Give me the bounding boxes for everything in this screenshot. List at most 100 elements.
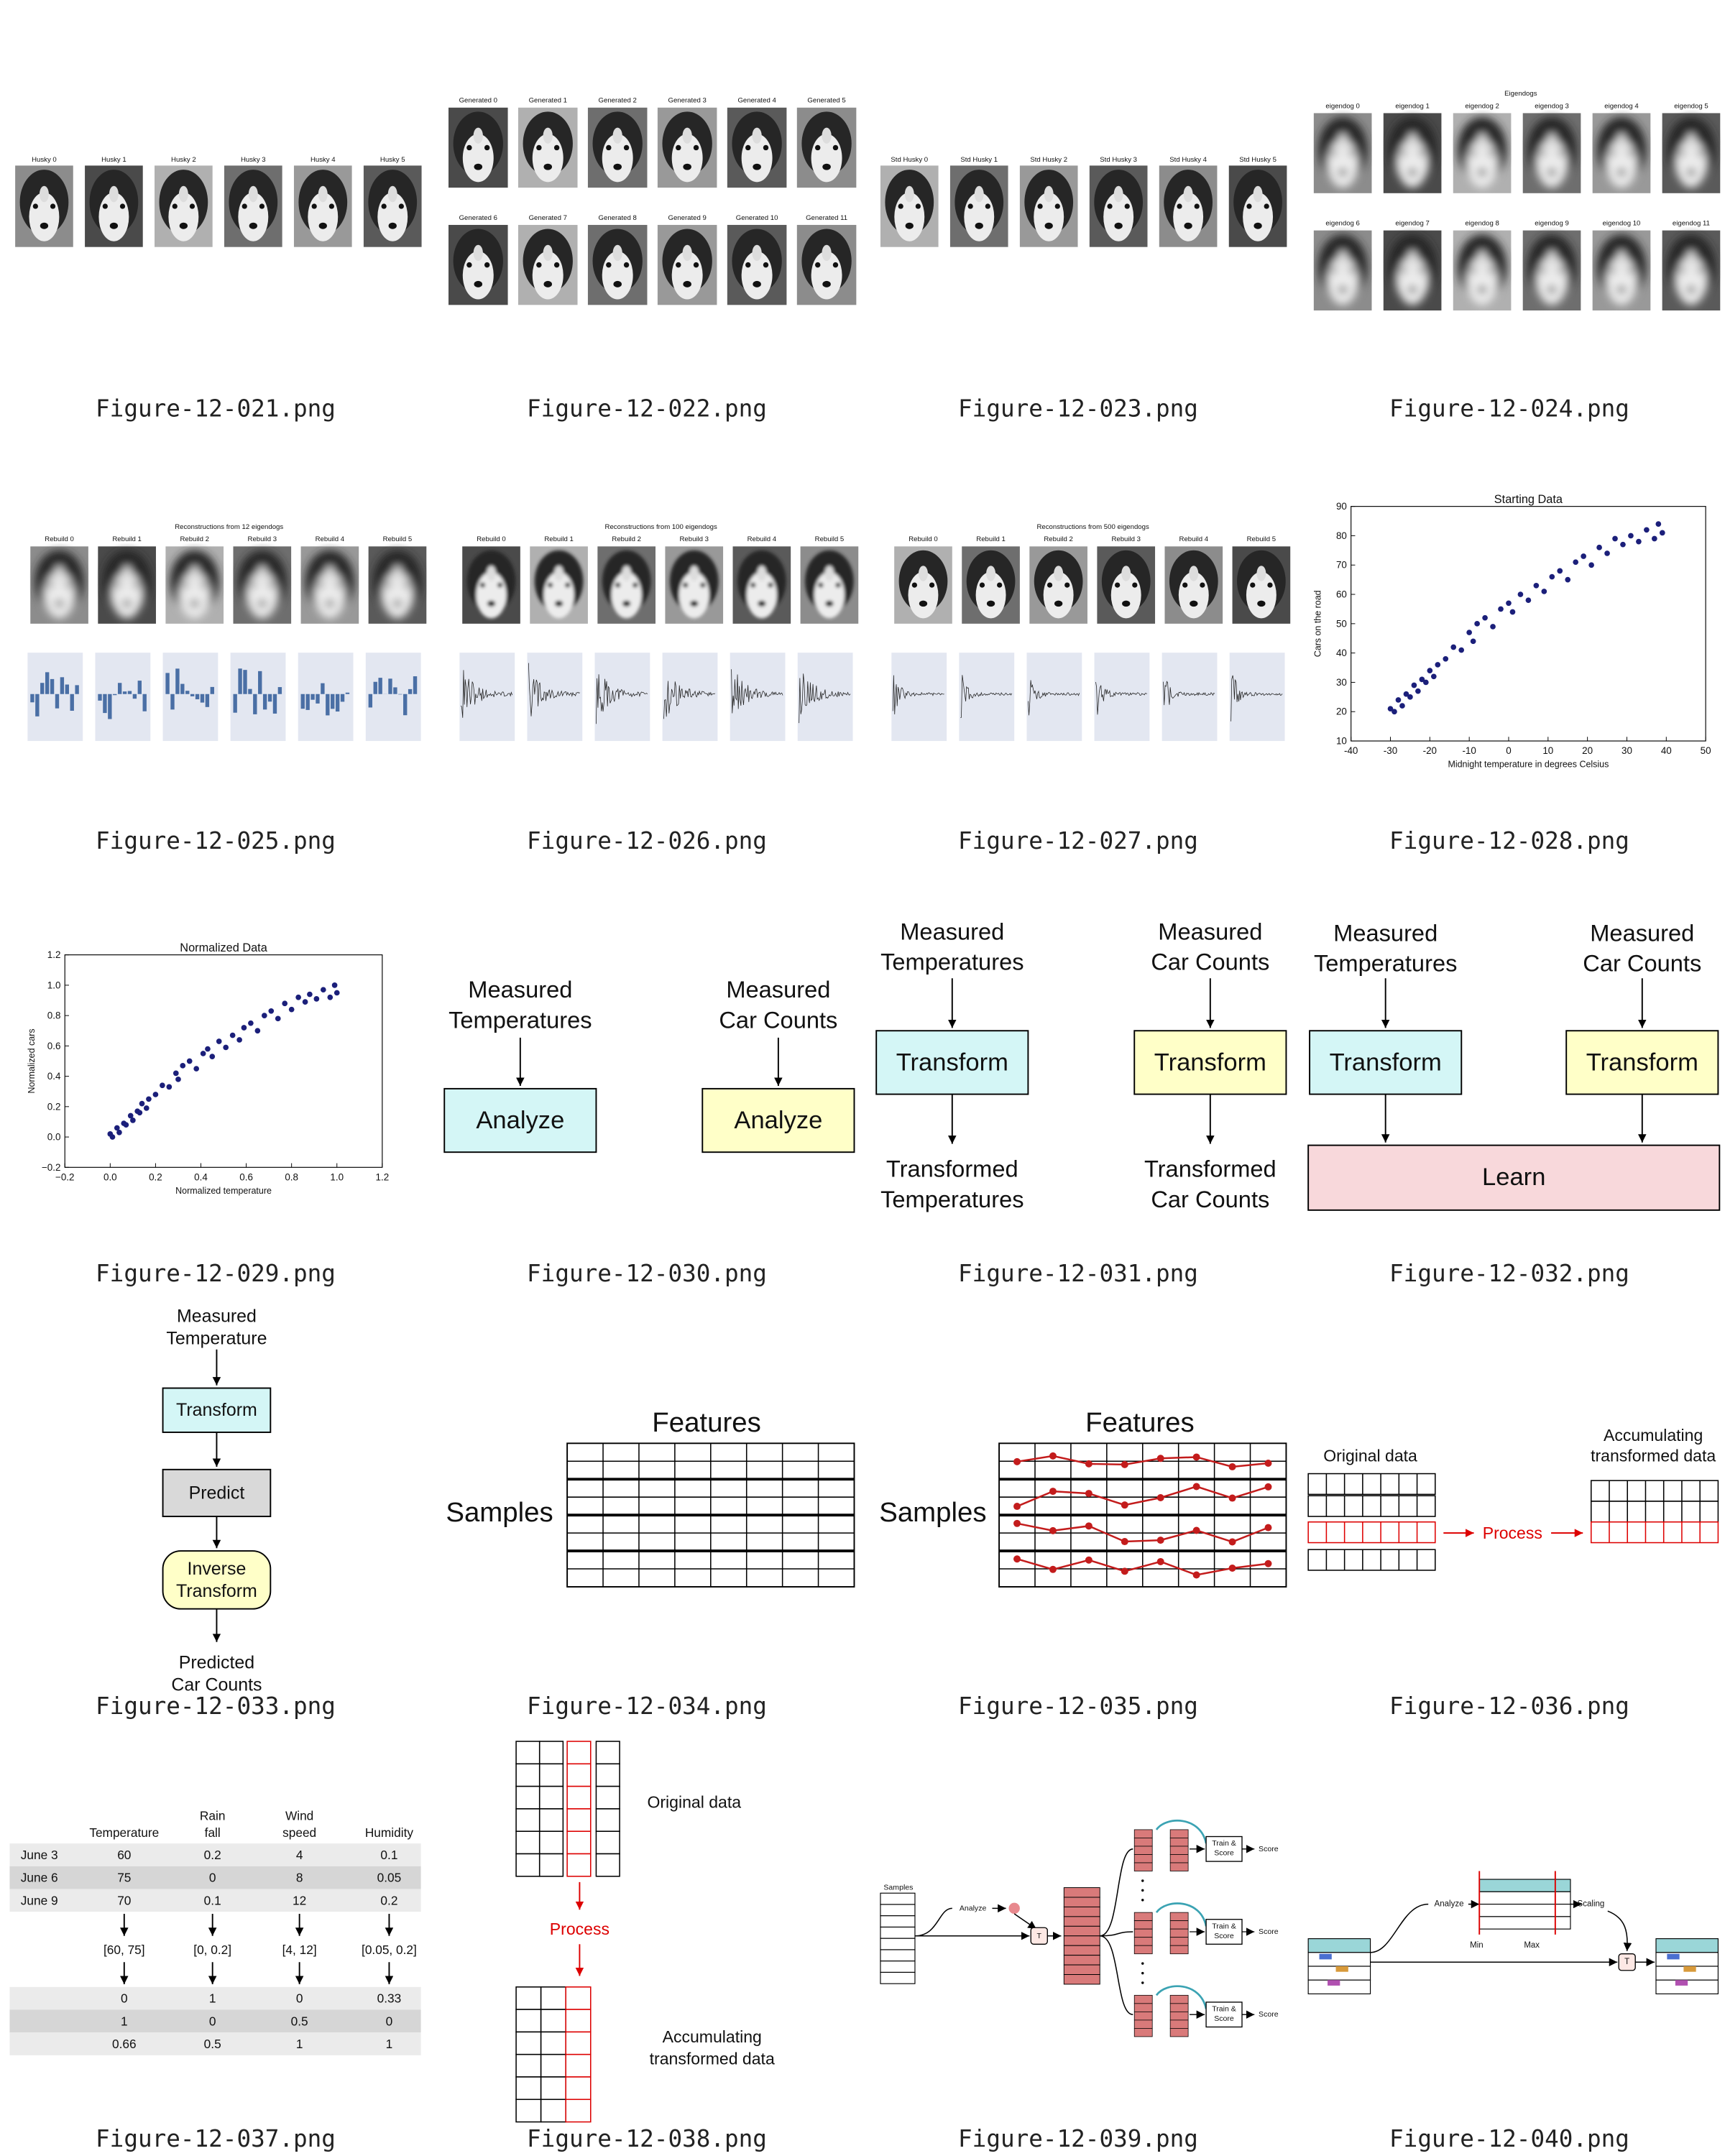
- photo-shape: [32, 203, 38, 209]
- table-cell: 1: [121, 2014, 128, 2028]
- data-row: [1307, 1521, 1436, 1544]
- photo-shape: [763, 144, 769, 151]
- photo-content: [669, 550, 719, 619]
- panel: [1026, 653, 1082, 742]
- photo-shape: [1627, 150, 1633, 156]
- point: [254, 1028, 261, 1034]
- data-row: [1590, 1521, 1719, 1544]
- feature-dot: [1264, 1460, 1272, 1467]
- point: [143, 1105, 150, 1111]
- ellipsis-dot: [1141, 1981, 1144, 1984]
- file-caption: Figure-12-040.png: [1389, 2125, 1629, 2152]
- x-axis-label: Midnight temperature in degrees Celsius: [1448, 760, 1609, 770]
- panel-bar: [45, 672, 50, 694]
- photo-shape: [190, 600, 199, 607]
- label: eigendog 11: [1673, 220, 1710, 228]
- photo-shape: [479, 582, 486, 588]
- label: Std Husky 0: [891, 156, 928, 164]
- photo-shape: [1686, 133, 1696, 149]
- point: [320, 987, 326, 993]
- photo-shape: [543, 244, 553, 262]
- cell: [540, 1986, 566, 2010]
- table-cell: 1: [386, 2037, 393, 2051]
- photo-shape: [682, 244, 692, 262]
- photo-shape: [387, 185, 397, 203]
- label: Car Counts: [1583, 950, 1701, 977]
- point: [331, 982, 338, 988]
- photo-shape: [487, 566, 496, 581]
- box: [702, 1087, 855, 1153]
- connector: [1370, 1903, 1429, 1953]
- feature-dot: [1192, 1526, 1200, 1534]
- label: eigendog 4: [1604, 102, 1639, 110]
- feature-dot: [1156, 1493, 1164, 1501]
- point: [1652, 535, 1657, 542]
- cell: [1655, 1952, 1719, 1967]
- point: [200, 1051, 206, 1056]
- table-cell: 8: [296, 1871, 303, 1885]
- label: Husky 4: [310, 156, 336, 164]
- point: [302, 999, 308, 1005]
- panel-bar: [98, 694, 102, 701]
- cell: [880, 1971, 916, 1984]
- feature-dot: [1264, 1524, 1272, 1531]
- photo-shape: [985, 203, 990, 209]
- label: Rebuild 3: [248, 535, 277, 543]
- photo-content: [885, 170, 934, 241]
- table-cell: 0: [296, 1991, 303, 2006]
- photo-content: [1388, 234, 1437, 305]
- panel-bar: [165, 673, 170, 694]
- cell: [880, 1892, 916, 1905]
- feature-dot: [1228, 1462, 1236, 1470]
- file-caption: Figure-12-021.png: [96, 395, 336, 422]
- point: [307, 991, 313, 998]
- point: [1573, 559, 1579, 566]
- panel: [1094, 653, 1150, 742]
- point: [1655, 521, 1662, 527]
- label: Measured: [726, 976, 830, 1003]
- cell: [515, 2099, 542, 2123]
- cell: [538, 1785, 564, 1810]
- point: [127, 1112, 134, 1119]
- photo-shape: [1190, 600, 1198, 607]
- cell: [1133, 2003, 1153, 2012]
- cell: [1169, 1862, 1189, 1871]
- point: [248, 1020, 254, 1026]
- x-tick-label: 10: [1542, 745, 1553, 756]
- photo-shape: [683, 280, 691, 287]
- cell: [1169, 2019, 1189, 2029]
- label: Score: [1214, 1932, 1234, 1940]
- label: Generated 6: [459, 214, 497, 222]
- cell: [538, 1853, 564, 1877]
- label: Rebuild 0: [45, 535, 74, 543]
- figures: Figure-12-021.png Figure-12-022.png Figure…: [9, 90, 1721, 2152]
- photo-shape: [554, 566, 564, 581]
- label: Wind: [285, 1809, 313, 1823]
- panel-bar: [368, 694, 373, 708]
- point: [1470, 638, 1476, 645]
- label: Measured: [1158, 918, 1262, 945]
- cell: [1063, 1887, 1100, 1898]
- panel-bar: [103, 694, 107, 714]
- photo-content: [898, 550, 948, 619]
- cell: [1169, 2011, 1189, 2021]
- cell: [595, 1785, 620, 1810]
- range: [0, 0.2]: [193, 1943, 231, 1957]
- cell: [595, 1808, 620, 1832]
- cell: [540, 2031, 566, 2055]
- photo-shape: [1471, 150, 1476, 156]
- x-tick-label: 0.0: [104, 1171, 117, 1182]
- photo-shape: [683, 582, 689, 588]
- photo-shape: [55, 566, 65, 581]
- photo-shape: [1054, 203, 1060, 209]
- photo-shape: [1331, 267, 1337, 273]
- point: [186, 1058, 193, 1064]
- cell: [515, 2053, 542, 2078]
- feature-dot: [1264, 1560, 1272, 1567]
- photo-shape: [1182, 582, 1188, 588]
- label: eigendog 5: [1674, 102, 1708, 110]
- photo-shape: [473, 127, 483, 144]
- point: [1517, 591, 1524, 597]
- cell: [1063, 1897, 1100, 1907]
- y-tick-label: 70: [1336, 560, 1347, 571]
